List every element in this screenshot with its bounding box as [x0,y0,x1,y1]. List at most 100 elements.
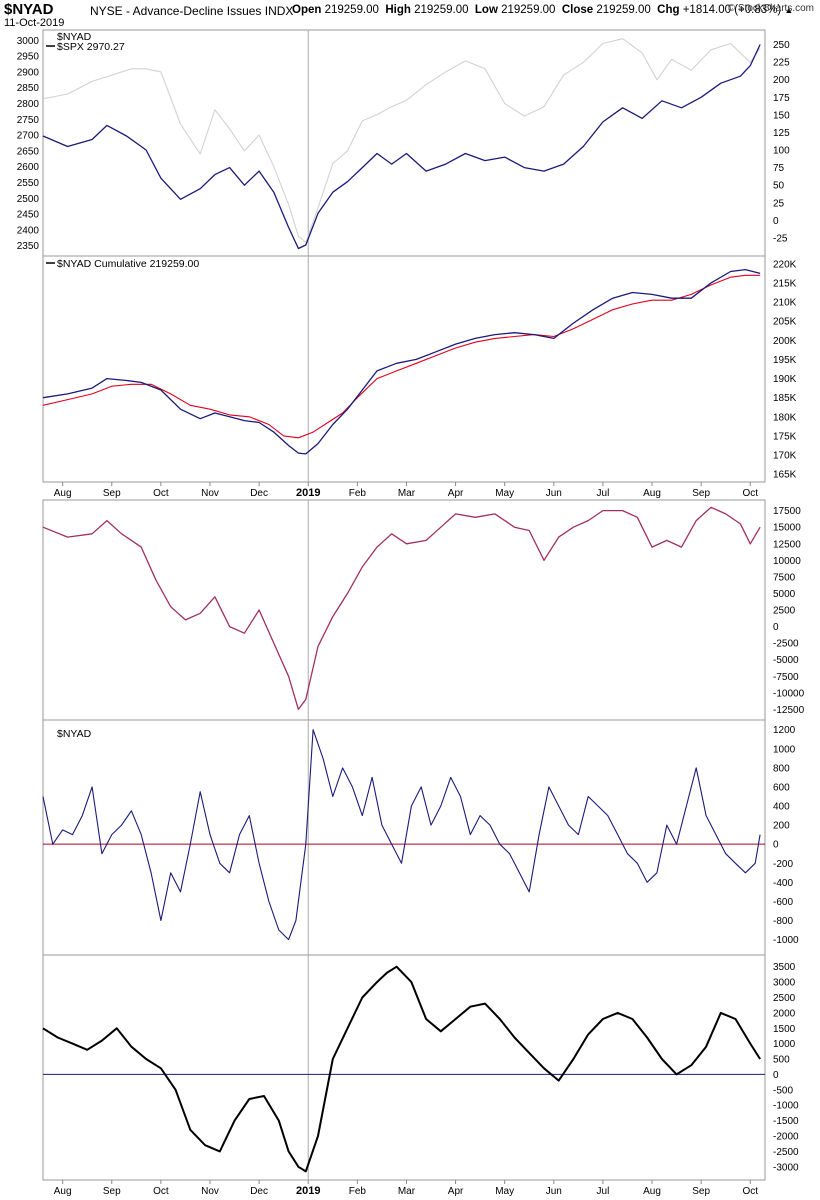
y-tick-label-right: 0 [773,622,779,633]
x-tick-label: Jun [546,1186,562,1197]
symbol-label: $NYAD [4,1,54,18]
y-tick-label-right: 1000 [773,744,796,755]
close-value: 219259.00 [596,4,651,16]
chg-value: +1814.00 (+0.83%) [682,4,782,16]
y-tick-label-right: 165K [773,470,797,481]
y-tick-label-right: 175 [773,93,790,104]
y-tick-label-left: 2500 [17,194,40,205]
y-tick-label-right: -2000 [773,1131,799,1142]
panel-frame-3 [42,719,766,956]
x-tick-label: Apr [448,488,464,499]
y-tick-label-left: 2400 [17,225,40,236]
y-tick-label-right: 195K [773,355,797,366]
x-tick-label: Jun [546,488,562,499]
y-tick-label-right: 0 [773,1070,779,1081]
x-tick-label: Nov [201,1186,219,1197]
y-tick-label-right: 180K [773,412,797,423]
x-tick-label: Jul [597,1186,610,1197]
x-tick-label: Jul [597,488,610,499]
panel-frame-0 [42,29,766,257]
y-tick-label-left: 2850 [17,83,40,94]
y-tick-label-right: 185K [773,393,797,404]
low-label: Low [474,4,498,16]
y-tick-label-right: 5000 [773,589,796,600]
y-tick-label-right: 210K [773,298,797,309]
legend-cumulative: $NYAD Cumulative 219259.00 [57,258,199,270]
nyad-line [42,44,761,250]
high-label: High [385,4,411,16]
y-tick-label-right: 3000 [773,978,796,989]
y-tick-label-right: -3000 [773,1162,799,1173]
y-tick-label-left: 2700 [17,131,40,142]
y-tick-label-right: -5000 [773,655,799,666]
y-tick-label-right: -200 [773,859,793,870]
x-tick-label: Feb [349,1186,367,1197]
daily-line [42,729,761,941]
y-tick-label-right: 15000 [773,523,801,534]
y-tick-label-right: 17500 [773,506,801,517]
y-tick-label-right: 2500 [773,606,796,617]
y-tick-label-right: 1000 [773,1039,796,1050]
smoothed-line [42,965,761,1173]
y-tick-label-right: -500 [773,1085,793,1096]
y-tick-label-left: 2350 [17,241,40,252]
y-tick-label-right: 10000 [773,556,801,567]
x-tick-label: 2019 [296,487,320,499]
y-tick-label-right: 205K [773,317,797,328]
x-tick-label: Dec [250,1186,268,1197]
y-tick-label-right: 600 [773,782,790,793]
y-tick-label-left: 2950 [17,52,40,63]
symbol-description: NYSE - Advance-Decline Issues INDX [90,4,294,18]
y-tick-label-right: 250 [773,40,790,51]
x-tick-label: Mar [398,488,416,499]
y-tick-label-right: 225 [773,58,790,69]
y-tick-label-right: 500 [773,1055,790,1066]
x-tick-label: Oct [742,488,758,499]
y-tick-label-left: 2550 [17,178,40,189]
x-tick-label: Feb [349,488,367,499]
y-tick-label-right: -10000 [773,688,805,699]
x-tick-label: May [495,488,514,499]
open-value: 219259.00 [324,4,379,16]
y-tick-label-right: -600 [773,897,793,908]
y-tick-label-right: 170K [773,451,797,462]
y-tick-label-right: 12500 [773,539,801,550]
y-tick-label-right: -2500 [773,1147,799,1158]
y-tick-label-right: 190K [773,374,797,385]
y-tick-label-right: 400 [773,802,790,813]
x-tick-label: Oct [153,1186,169,1197]
y-tick-label-right: 220K [773,259,797,270]
x-tick-label: Mar [398,1186,416,1197]
panel-frame-1 [42,255,766,483]
y-tick-label-right: 0 [773,216,779,227]
y-tick-label-right: -1000 [773,935,799,946]
close-label: Close [561,4,594,16]
legend-daily: $NYAD [57,728,92,740]
y-tick-label-right: -1500 [773,1116,799,1127]
low-value: 219259.00 [501,4,556,16]
y-tick-label-right: -12500 [773,705,805,716]
y-tick-label-right: 200K [773,336,797,347]
x-tick-label: Aug [643,1186,661,1197]
y-tick-label-left: 2800 [17,99,40,110]
y-tick-label-right: 100 [773,146,790,157]
x-tick-label: Apr [448,1186,464,1197]
y-tick-label-right: 2500 [773,993,796,1004]
y-tick-label-right: -7500 [773,672,799,683]
x-tick-label: May [495,1186,514,1197]
x-tick-label: Nov [201,488,219,499]
y-tick-label-right: -400 [773,878,793,889]
legend-nyad: $NYAD [57,31,92,43]
high-value: 219259.00 [414,4,469,16]
x-tick-label: Sep [103,488,121,499]
x-tick-label: Dec [250,488,268,499]
x-tick-label: Oct [153,488,169,499]
x-tick-label: 2019 [296,1185,320,1197]
open-label: Open [292,4,322,16]
y-tick-label-right: -2500 [773,639,799,650]
y-tick-label-right: 175K [773,431,797,442]
x-tick-label: Sep [692,488,710,499]
panel-frame-4 [42,954,766,1181]
chart-date: 11-Oct-2019 [4,17,65,29]
y-tick-label-right: 75 [773,163,785,174]
